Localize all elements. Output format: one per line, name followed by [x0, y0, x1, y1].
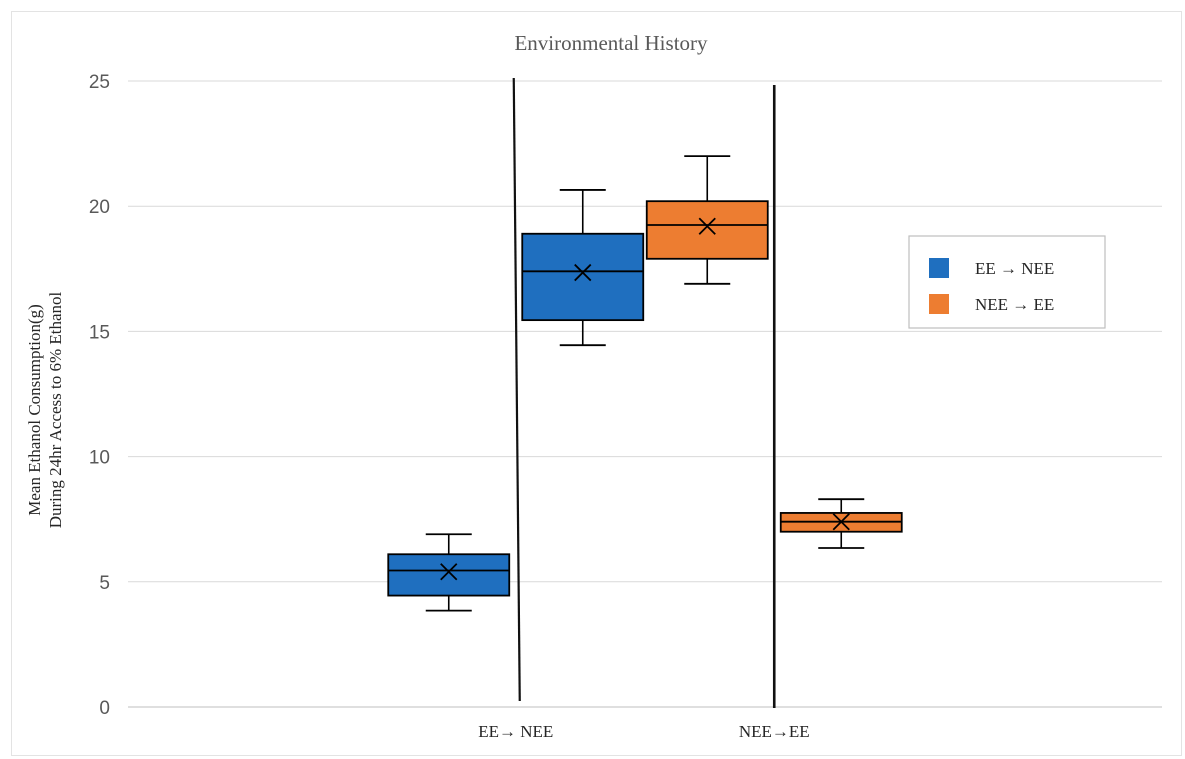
- iqr-box: [645, 200, 769, 260]
- legend-swatch: [929, 294, 949, 314]
- iqr-box: [387, 553, 511, 597]
- legend-box: [908, 235, 1106, 329]
- box-2: [645, 155, 769, 285]
- y-axis-label-line-2: During 24hr Access to 6% Ethanol: [46, 291, 65, 528]
- legend-swatch: [929, 258, 949, 278]
- x-category-label: EE→ NEE: [478, 722, 553, 741]
- y-axis-label: Mean Ethanol Consumption(g) During 24hr …: [25, 291, 65, 528]
- box-0: [387, 533, 511, 612]
- y-tick-label: 15: [89, 322, 110, 343]
- boxes: [387, 155, 903, 612]
- y-axis-ticks: 0 5 10 15 20 25: [89, 72, 110, 719]
- mean-marker: [574, 263, 592, 282]
- box-3: [779, 498, 903, 549]
- legend-label: NEE → EE: [975, 295, 1054, 314]
- y-tick-label: 0: [99, 698, 110, 719]
- chart-frame: [11, 11, 1182, 756]
- x-category-label: NEE→EE: [739, 722, 810, 741]
- x-axis-categories: EE→ NEE NEE→EE: [478, 722, 809, 741]
- gridlines: [128, 80, 1162, 708]
- legend-label: EE → NEE: [975, 259, 1054, 278]
- y-tick-label: 5: [99, 573, 110, 594]
- y-tick-label: 20: [89, 197, 110, 218]
- box-1: [521, 189, 645, 347]
- mean-marker: [698, 217, 716, 235]
- mean-marker: [440, 563, 458, 581]
- y-tick-label: 10: [89, 448, 110, 469]
- y-axis-label-line-1: Mean Ethanol Consumption(g): [25, 304, 44, 516]
- chart-title: Environmental History: [514, 31, 708, 55]
- y-tick-label: 25: [89, 72, 110, 93]
- iqr-box: [521, 232, 645, 322]
- category-separator: [512, 77, 521, 702]
- legend: EE → NEE NEE → EE: [908, 235, 1106, 329]
- mean-marker: [832, 513, 850, 531]
- category-separators: [512, 77, 776, 708]
